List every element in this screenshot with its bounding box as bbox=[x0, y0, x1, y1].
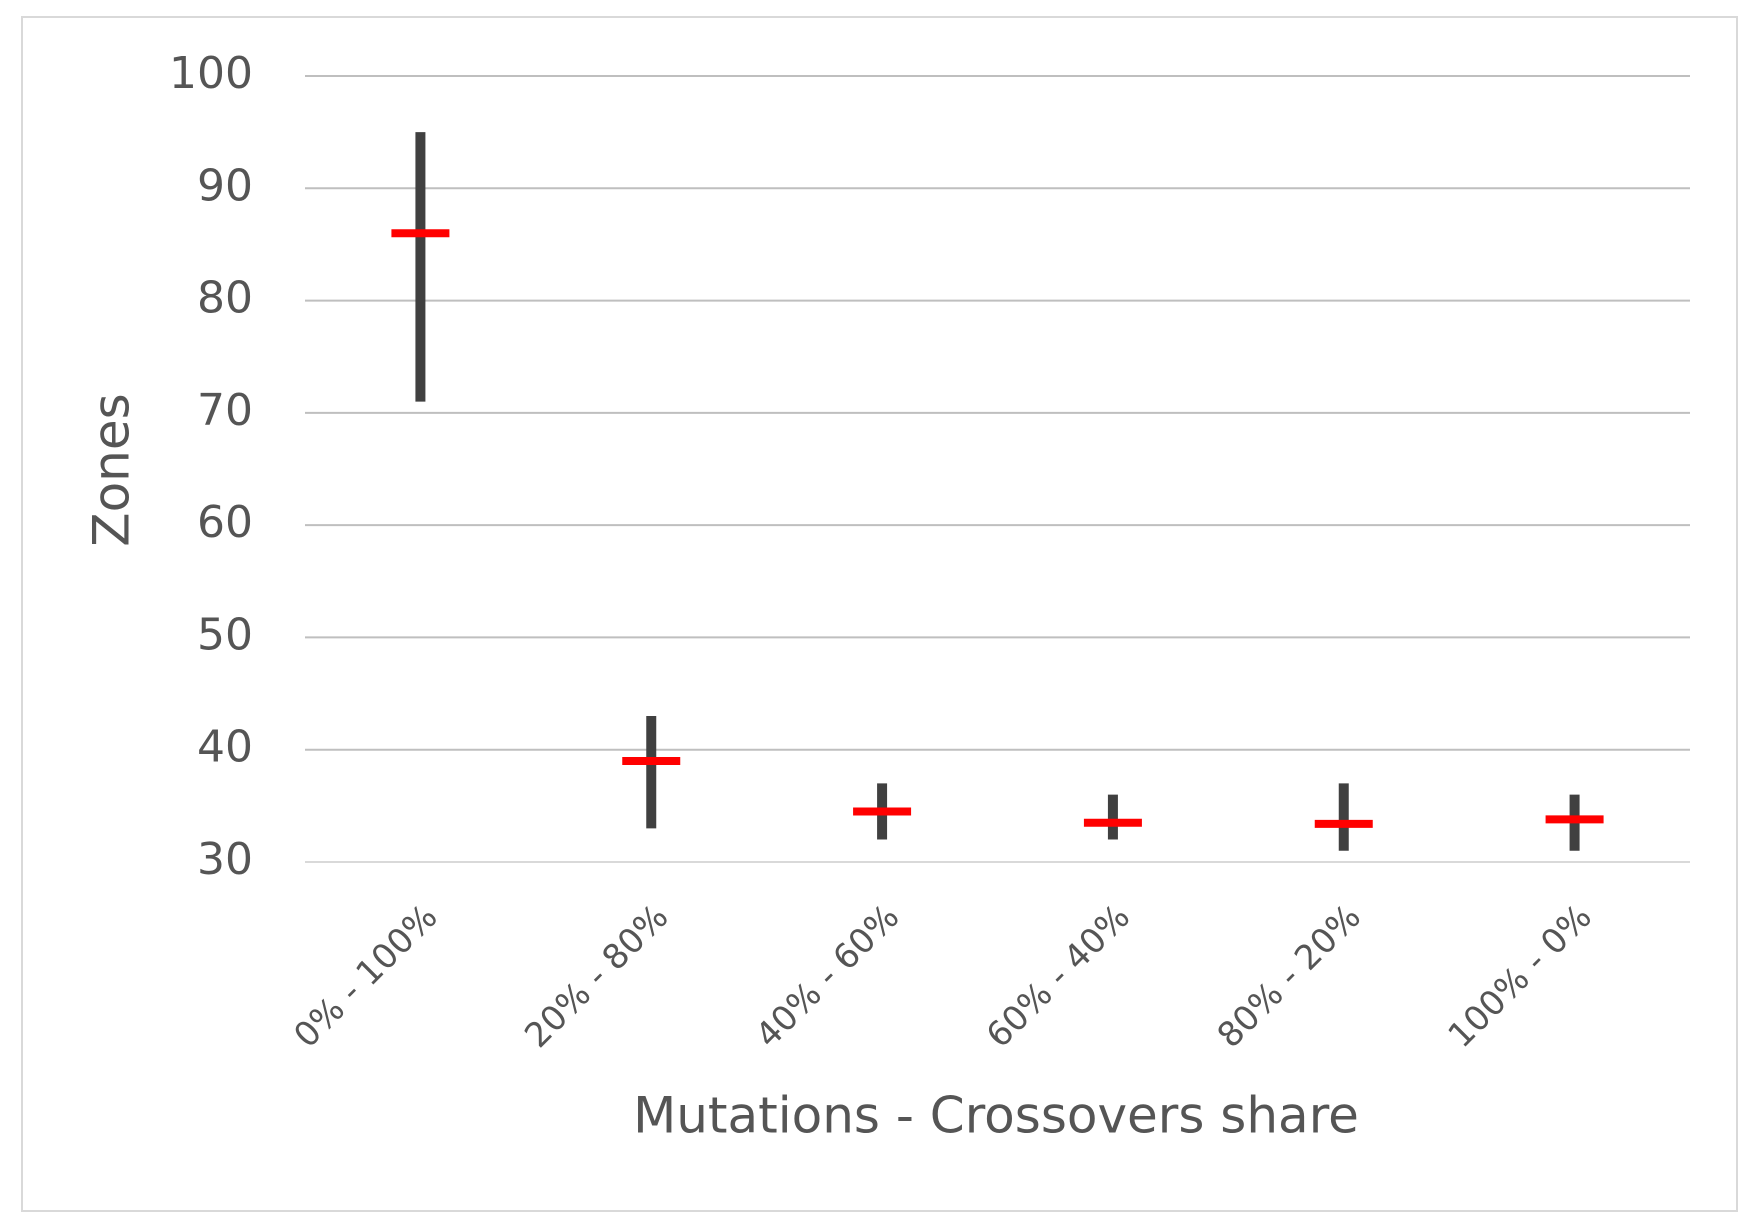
y-tick-label: 50 bbox=[197, 609, 253, 660]
y-tick-label: 70 bbox=[197, 385, 253, 436]
y-tick-label: 80 bbox=[197, 273, 253, 324]
chart-frame bbox=[21, 16, 1738, 1212]
y-tick-label: 40 bbox=[197, 722, 253, 773]
y-tick-label: 100 bbox=[169, 48, 253, 99]
y-tick-label: 60 bbox=[197, 497, 253, 548]
y-axis-title: Zones bbox=[83, 393, 141, 546]
x-axis-title: Mutations - Crossovers share bbox=[633, 1087, 1359, 1145]
y-tick-label: 30 bbox=[197, 834, 253, 885]
y-tick-label: 90 bbox=[197, 160, 253, 211]
